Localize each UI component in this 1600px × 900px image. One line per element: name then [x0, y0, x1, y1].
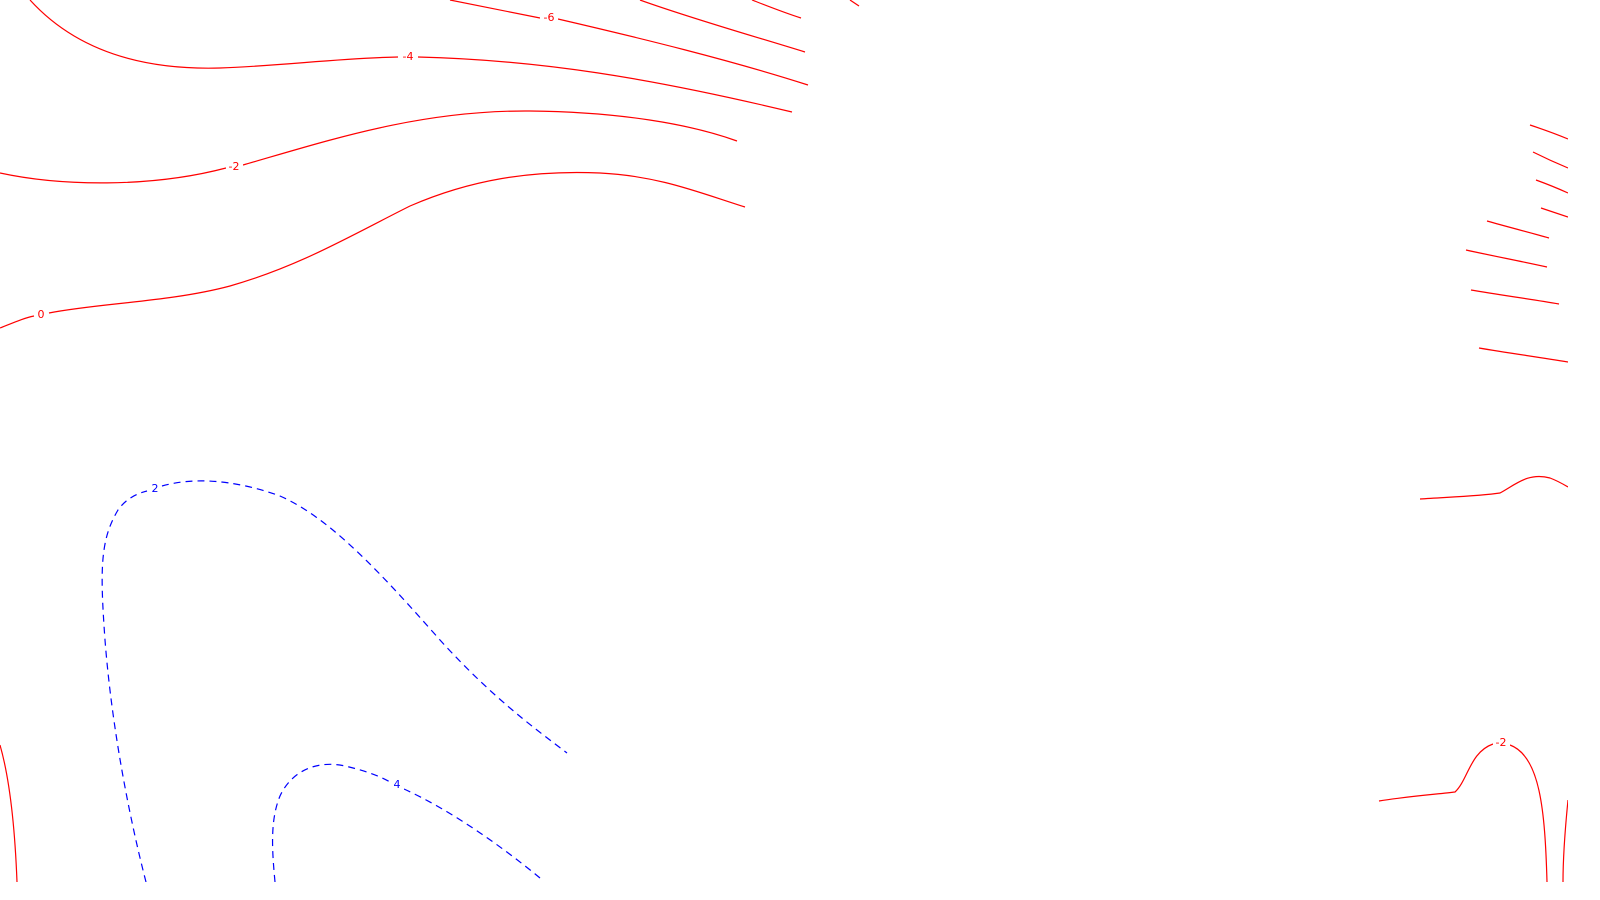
contour-label-plus4: 4: [391, 778, 404, 791]
contour-line-right-7: [1470, 289, 1560, 305]
contour-label-zero: 0: [35, 308, 48, 321]
contour-line-right-8: [1478, 347, 1568, 363]
contour-line-right-1: [1529, 124, 1568, 140]
contour-map: -6 -4 -2 0 2 4 -2: [0, 0, 1568, 882]
contour-line-minus6: [449, 0, 809, 86]
contour-label-minus2: -2: [226, 160, 243, 173]
contour-line-minus2-bottom-right-b: [1562, 799, 1568, 882]
contour-line-zero: [0, 171, 746, 329]
contour-label-minus4: -4: [399, 50, 418, 63]
contour-label-minus2-bottom-right: -2: [1493, 736, 1510, 749]
contour-line-minus2: [0, 110, 738, 184]
contour-line-right-4: [1540, 207, 1568, 218]
contour-line-minus8: [639, 0, 806, 53]
contour-line-right-mid: [1419, 475, 1568, 500]
svg-text:0: 0: [38, 308, 45, 321]
contour-line-right-2: [1532, 151, 1568, 169]
contour-line-bottom-left: [0, 744, 18, 882]
contour-line-right-5: [1486, 220, 1550, 239]
contour-line-minus8c: [849, 0, 860, 7]
svg-text:-2: -2: [229, 160, 240, 173]
contour-line-plus2: [101, 480, 568, 882]
contour-label-plus2: 2: [148, 482, 161, 495]
contour-label-minus6: -6: [540, 11, 558, 24]
svg-text:-6: -6: [544, 11, 555, 24]
contour-line-minus8b: [751, 0, 802, 19]
contour-line-minus2-bottom-right: [1378, 743, 1548, 882]
svg-text:2: 2: [152, 482, 159, 495]
svg-text:4: 4: [394, 778, 401, 791]
contour-line-plus4: [271, 763, 541, 882]
contour-line-right-3: [1535, 179, 1568, 194]
contour-line-right-6: [1465, 249, 1548, 268]
svg-text:-4: -4: [403, 50, 414, 63]
contour-line-minus4: [29, 0, 793, 113]
svg-text:-2: -2: [1496, 736, 1507, 749]
